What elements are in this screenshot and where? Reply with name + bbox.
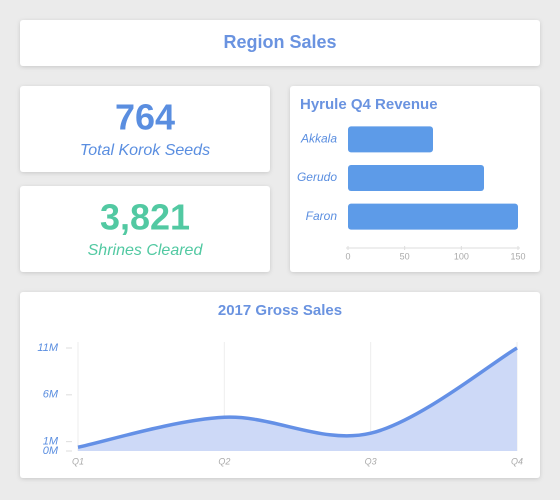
header-card [20, 20, 540, 66]
x-tick-label: 50 [400, 251, 410, 261]
x-tick-label: 0 [345, 251, 350, 261]
x-tick-label: Q2 [218, 456, 230, 466]
bar [348, 165, 484, 191]
kpi-label: Shrines Cleared [88, 242, 204, 259]
area [78, 348, 517, 451]
kpi-value: 764 [115, 97, 175, 138]
kpi-card [20, 186, 270, 272]
x-tick-label: 150 [510, 251, 525, 261]
chart-title: Hyrule Q4 Revenue [300, 96, 438, 113]
x-tick-label: 100 [454, 251, 469, 261]
kpi-card [20, 86, 270, 172]
y-tick-label: Akkala [300, 132, 337, 146]
kpi-label: Total Korok Seeds [80, 142, 210, 159]
y-tick-label: Faron [306, 209, 338, 223]
x-tick-label: Q1 [72, 456, 84, 466]
y-tick-label: 6M [43, 389, 59, 401]
x-tick-label: Q4 [511, 456, 523, 466]
x-tick-label: Q3 [365, 456, 377, 466]
page-title: Region Sales [223, 32, 336, 52]
y-tick-label: 11M [37, 342, 58, 354]
line [77, 346, 518, 449]
y-tick-label: Gerudo [297, 170, 337, 184]
bar [348, 126, 433, 153]
bar [348, 203, 518, 230]
y-tick-label: 1M [43, 436, 59, 448]
chart-title: 2017 Gross Sales [218, 302, 342, 319]
kpi-value: 3,821 [100, 197, 190, 238]
y-tick-label: 0M [43, 445, 59, 457]
